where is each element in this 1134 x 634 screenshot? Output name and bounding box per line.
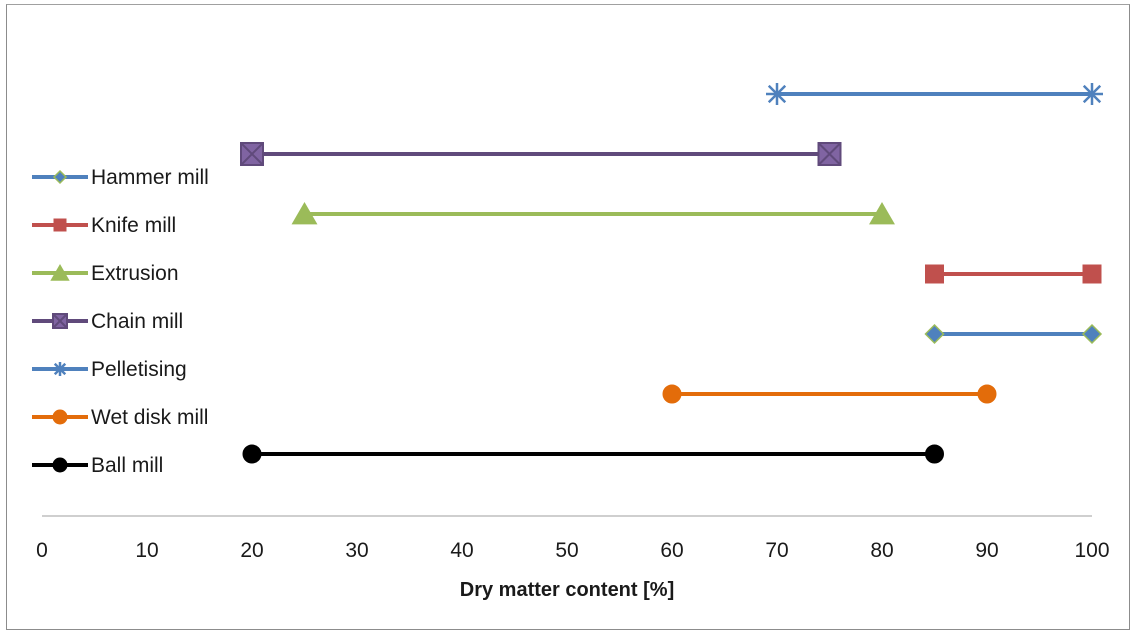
- legend-label: Extrusion: [91, 262, 179, 285]
- legend-label: Pelletising: [91, 358, 187, 381]
- legend-swatch-marker: [50, 264, 70, 281]
- legend-swatch-marker: [52, 313, 68, 329]
- range-end-marker: [1081, 323, 1103, 345]
- legend-swatch-marker: [53, 362, 67, 376]
- legend-item: Knife mill: [32, 214, 176, 237]
- legend-swatch-marker: [52, 409, 68, 425]
- series-wet-disk-mill: [662, 384, 997, 404]
- legend-swatch-marker: [52, 457, 68, 473]
- legend-label: Knife mill: [91, 214, 176, 237]
- series-knife-mill: [925, 264, 1102, 284]
- range-end-marker: [869, 202, 895, 225]
- legend-label: Ball mill: [91, 454, 163, 477]
- x-tick-label: 90: [975, 539, 998, 562]
- legend-item: Chain mill: [32, 310, 183, 333]
- legend-swatch-marker: [53, 218, 67, 232]
- x-tick-label: 20: [240, 539, 263, 562]
- chart-frame: [6, 4, 1130, 630]
- series-extrusion: [291, 202, 895, 225]
- range-start-marker: [766, 83, 788, 105]
- series-ball-mill: [242, 444, 944, 464]
- legend-label: Hammer mill: [91, 166, 209, 189]
- x-tick-label: 80: [870, 539, 893, 562]
- series-ranges: [240, 83, 1103, 464]
- x-tick-label: 70: [765, 539, 788, 562]
- x-tick-label: 0: [36, 539, 48, 562]
- legend: Hammer mill Knife mill Extrusion Chain mill…: [32, 166, 209, 477]
- range-end-marker: [1082, 264, 1102, 284]
- x-tick-label: 10: [135, 539, 158, 562]
- range-end-marker: [817, 142, 842, 166]
- x-tick-label: 40: [450, 539, 473, 562]
- series-hammer-mill: [924, 323, 1103, 345]
- range-end-marker: [925, 444, 944, 464]
- range-start-marker: [291, 202, 318, 225]
- x-axis-title: Dry matter content [%]: [460, 579, 674, 601]
- legend-item: Extrusion: [32, 262, 179, 285]
- range-start-marker: [662, 384, 682, 404]
- range-start-marker: [242, 444, 262, 464]
- x-tick-label: 60: [660, 539, 683, 562]
- legend-item: Hammer mill: [32, 166, 209, 189]
- x-tick-label: 100: [1074, 539, 1109, 562]
- x-tick-labels: 0 10 20 30 40 50 60 70 80 90 100: [36, 539, 1109, 562]
- range-end-marker: [1081, 83, 1103, 105]
- range-end-marker: [977, 384, 997, 404]
- legend-swatch-marker: [52, 169, 68, 185]
- series-pelletising: [766, 83, 1103, 105]
- legend-item: Ball mill: [32, 454, 163, 477]
- range-start-marker: [924, 323, 945, 345]
- legend-label: Chain mill: [91, 310, 183, 333]
- x-tick-label: 30: [345, 539, 368, 562]
- x-tick-label: 50: [555, 539, 578, 562]
- series-chain-mill: [240, 142, 842, 166]
- range-start-marker: [925, 264, 944, 284]
- legend-item: Pelletising: [32, 358, 187, 381]
- legend-item: Wet disk mill: [32, 406, 208, 429]
- range-start-marker: [240, 142, 264, 166]
- legend-label: Wet disk mill: [91, 406, 208, 429]
